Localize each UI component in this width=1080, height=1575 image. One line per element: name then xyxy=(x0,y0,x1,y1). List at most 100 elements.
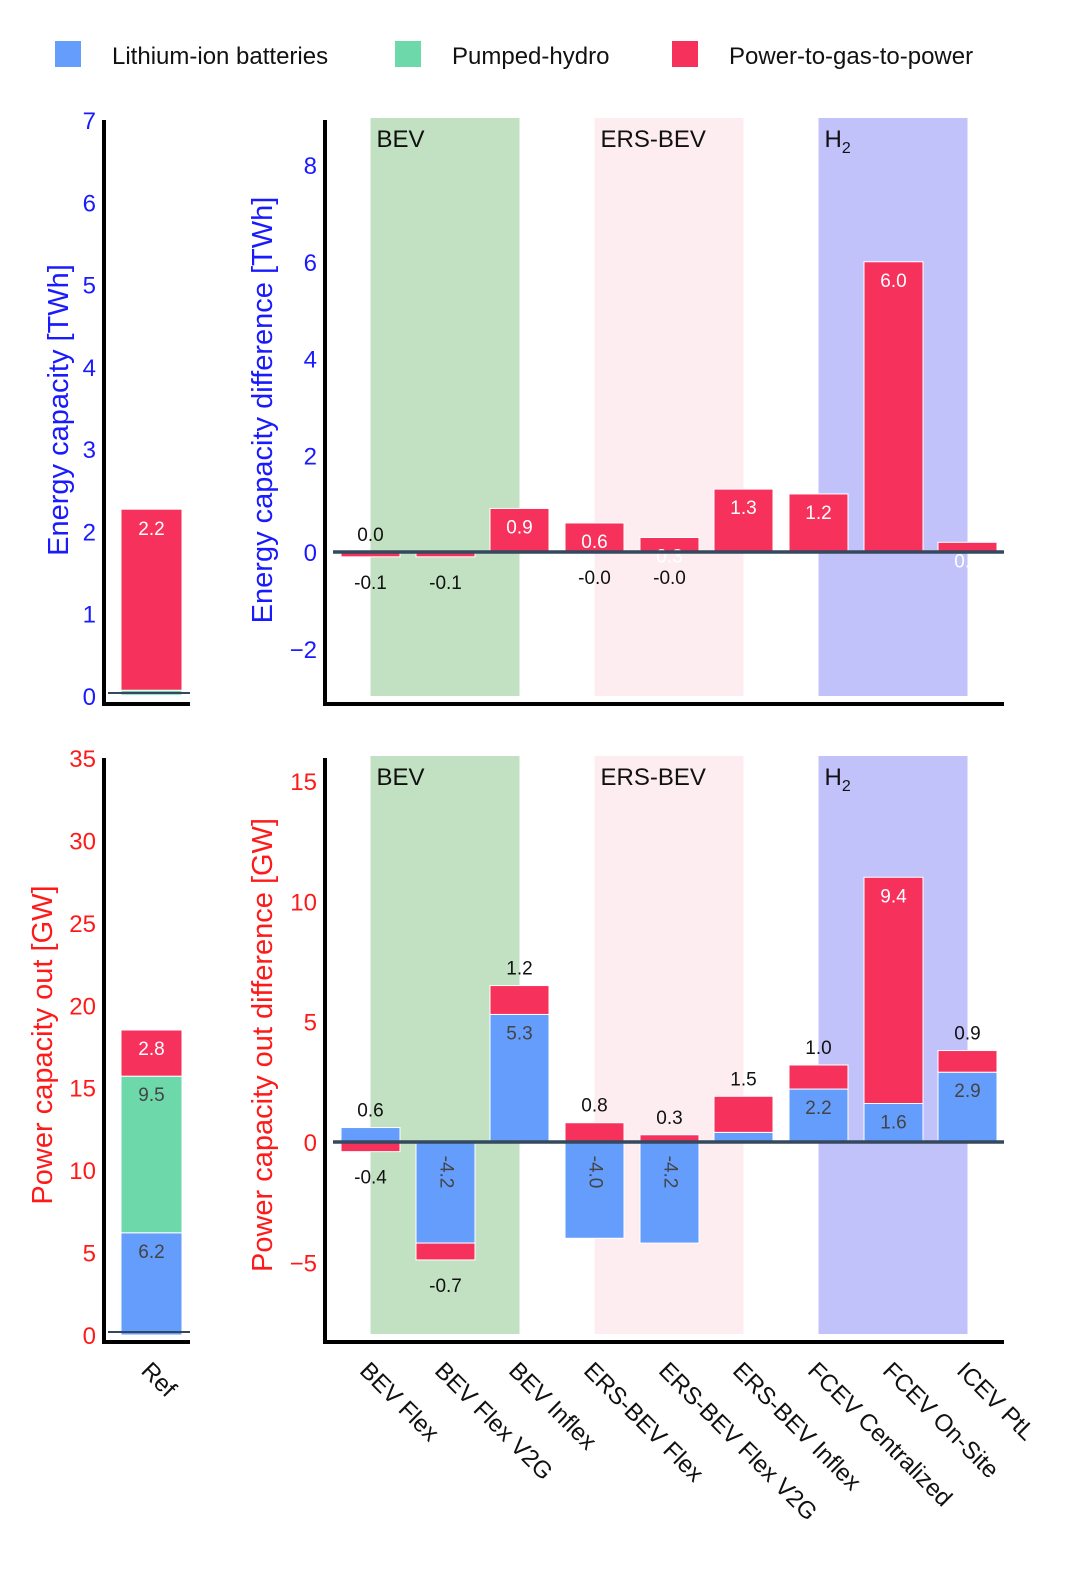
y-axis-title-energy_diff: Energy capacity difference [TWh] xyxy=(247,197,279,624)
panel-energy_diff: BEV ERS-BEV H20.90.60.31.3 1.26.00.20.0-0.1… xyxy=(247,118,1004,706)
bar-label-p2g-7-power_diff: 9.4 xyxy=(880,886,907,907)
band-label-0-energy_diff: BEV xyxy=(377,126,425,153)
annotation-3-3-energy_diff: -0.0 xyxy=(578,568,611,589)
y-tick-label-0-power_diff: −5 xyxy=(290,1250,317,1277)
bar-label-battery-3-power_diff: -4.0 xyxy=(584,1156,605,1189)
panel-power_ref: 6.2 9.5 2.8 0 5 10 15 20 25 30 35 Power capacity ou… xyxy=(27,746,190,1350)
bar-battery-3-power_diff xyxy=(564,1141,625,1239)
bar-label-p2g-7-energy_diff: 6.0 xyxy=(880,271,906,292)
band-label-text: H xyxy=(825,126,842,153)
legend-swatch-p2g xyxy=(672,41,698,67)
bar-p2g-3-power_diff xyxy=(564,1122,625,1143)
band-label-text: BEV xyxy=(377,126,425,153)
bar-p2g-6-power_diff xyxy=(788,1064,849,1090)
legend-swatch-hydro xyxy=(395,41,421,67)
band-ers-bev-power_diff xyxy=(594,756,744,1334)
bar-p2g-1-power_diff xyxy=(415,1242,476,1261)
bar-label-p2g-6-energy_diff: 1.2 xyxy=(805,503,831,524)
band-label-text: ERS-BEV xyxy=(601,126,706,153)
legend-label-battery: Lithium-ion batteries xyxy=(112,43,328,70)
bar-label-p2g-2-energy_diff: 0.9 xyxy=(506,517,532,538)
y-tick-label-3-power_ref: 15 xyxy=(69,1076,96,1103)
bar-label-p2g-4-energy_diff: 0.3 xyxy=(656,546,682,567)
y-tick-label-6-energy_ref: 6 xyxy=(83,190,96,217)
bar-label-battery-8-power_diff: 2.9 xyxy=(954,1081,980,1102)
bar-p2g-7-power_diff xyxy=(863,876,924,1104)
bar-p2g-2-energy_diff xyxy=(489,507,550,553)
annotation-2-3-power_diff: 1.2 xyxy=(506,959,532,980)
bar-p2g-5-energy_diff xyxy=(713,488,774,553)
band-label-1-power_diff: ERS-BEV xyxy=(601,764,706,791)
annotation-1-2-energy_diff: -0.1 xyxy=(429,573,462,594)
y-tick-label-7-energy_ref: 7 xyxy=(83,108,96,135)
y-tick-label-3-energy_ref: 3 xyxy=(83,437,96,464)
y-tick-label-3-power_diff: 10 xyxy=(290,889,317,916)
bar-label-p2g-5-energy_diff: 1.3 xyxy=(730,498,756,519)
legend-label-hydro: Pumped-hydro xyxy=(452,43,609,70)
y-axis-title-power_ref: Power capacity out [GW] xyxy=(27,885,59,1204)
band-ers-bev-energy_diff xyxy=(594,118,744,696)
annotation-0-1-power_diff: -0.4 xyxy=(354,1168,387,1189)
y-tick-label-2-power_diff: 5 xyxy=(304,1010,317,1037)
y-tick-label-0-power_ref: 0 xyxy=(83,1323,96,1350)
bar-label-ref-p2g-power_ref: 2.8 xyxy=(138,1039,164,1060)
bar-label-ref-p2g-energy_ref: 2.2 xyxy=(138,519,164,540)
band-label-2-energy_diff: H2 xyxy=(825,126,851,157)
band-label-subscript: 2 xyxy=(842,140,851,157)
bar-label-ref-hydro-power_ref: 9.5 xyxy=(138,1085,164,1106)
y-tick-label-0-energy_ref: 0 xyxy=(83,684,96,711)
y-tick-label-0-energy_diff: −2 xyxy=(290,637,317,664)
y-tick-label-3-energy_diff: 4 xyxy=(304,347,317,374)
bar-battery-2-power_diff xyxy=(489,1013,550,1143)
band-label-text: BEV xyxy=(377,764,425,791)
bar-ref-p2g-power_ref xyxy=(120,1029,183,1077)
bar-p2g-2-power_diff xyxy=(489,985,550,1015)
bar-label-battery-2-power_diff: 5.3 xyxy=(506,1023,532,1044)
bar-battery-0-power_diff xyxy=(340,1127,401,1143)
annotation-0-0-power_diff: 0.6 xyxy=(357,1101,383,1122)
bar-label-battery-4-power_diff: -4.2 xyxy=(659,1156,680,1189)
band-label-text: H xyxy=(825,764,842,791)
band-label-0-power_diff: BEV xyxy=(377,764,425,791)
bar-label-battery-6-power_diff: 2.2 xyxy=(805,1098,831,1119)
y-tick-label-5-energy_ref: 5 xyxy=(83,273,96,300)
x-tick-label-ref: Ref xyxy=(136,1357,182,1403)
bar-p2g-8-power_diff xyxy=(937,1050,998,1073)
y-tick-label-6-power_ref: 30 xyxy=(69,828,96,855)
annotation-4-4-energy_diff: -0.0 xyxy=(653,568,686,589)
y-tick-label-1-energy_diff: 0 xyxy=(304,540,317,567)
bar-label-ref-battery-power_ref: 6.2 xyxy=(138,1242,164,1263)
y-tick-label-5-energy_diff: 8 xyxy=(304,153,317,180)
y-axis-title-energy_ref: Energy capacity [TWh] xyxy=(43,264,75,556)
band-label-text: ERS-BEV xyxy=(601,764,706,791)
annotation-1-2-power_diff: -0.7 xyxy=(429,1276,462,1297)
bar-p2g-6-energy_diff xyxy=(788,493,849,553)
y-tick-label-4-power_diff: 15 xyxy=(290,769,317,796)
y-tick-label-1-energy_ref: 1 xyxy=(83,602,96,629)
y-tick-label-2-energy_diff: 2 xyxy=(304,443,317,470)
bar-label-p2g-3-energy_diff: 0.6 xyxy=(581,532,607,553)
bar-ref-battery-power_ref xyxy=(120,1232,183,1336)
x-tick-label-0: BEV Flex xyxy=(354,1357,444,1447)
bar-label-battery-7-power_diff: 1.6 xyxy=(880,1112,906,1133)
legend-label-p2g: Power-to-gas-to-power xyxy=(729,43,973,70)
annotation-5-6-power_diff: 1.5 xyxy=(730,1069,756,1090)
y-tick-label-4-power_ref: 20 xyxy=(69,993,96,1020)
y-tick-label-4-energy_diff: 6 xyxy=(304,250,317,277)
annotation-3-4-power_diff: 0.8 xyxy=(581,1096,607,1117)
bar-battery-4-power_diff xyxy=(639,1141,700,1244)
y-tick-label-4-energy_ref: 4 xyxy=(83,355,96,382)
bar-battery-1-power_diff xyxy=(415,1141,476,1244)
bar-p2g-3-energy_diff xyxy=(564,522,625,553)
bar-label-battery-1-power_diff: -4.2 xyxy=(435,1156,456,1189)
annotation-0-1-energy_diff: -0.1 xyxy=(354,573,387,594)
bar-p2g-7-energy_diff xyxy=(863,261,924,553)
y-tick-label-1-power_diff: 0 xyxy=(304,1130,317,1157)
legend-swatch-battery xyxy=(55,41,81,67)
x-tick-label-5: ERS-BEV Inflex xyxy=(727,1357,866,1496)
band-label-1-energy_diff: ERS-BEV xyxy=(601,126,706,153)
band-label-2-power_diff: H2 xyxy=(825,764,851,795)
band-bev-energy_diff xyxy=(370,118,520,696)
